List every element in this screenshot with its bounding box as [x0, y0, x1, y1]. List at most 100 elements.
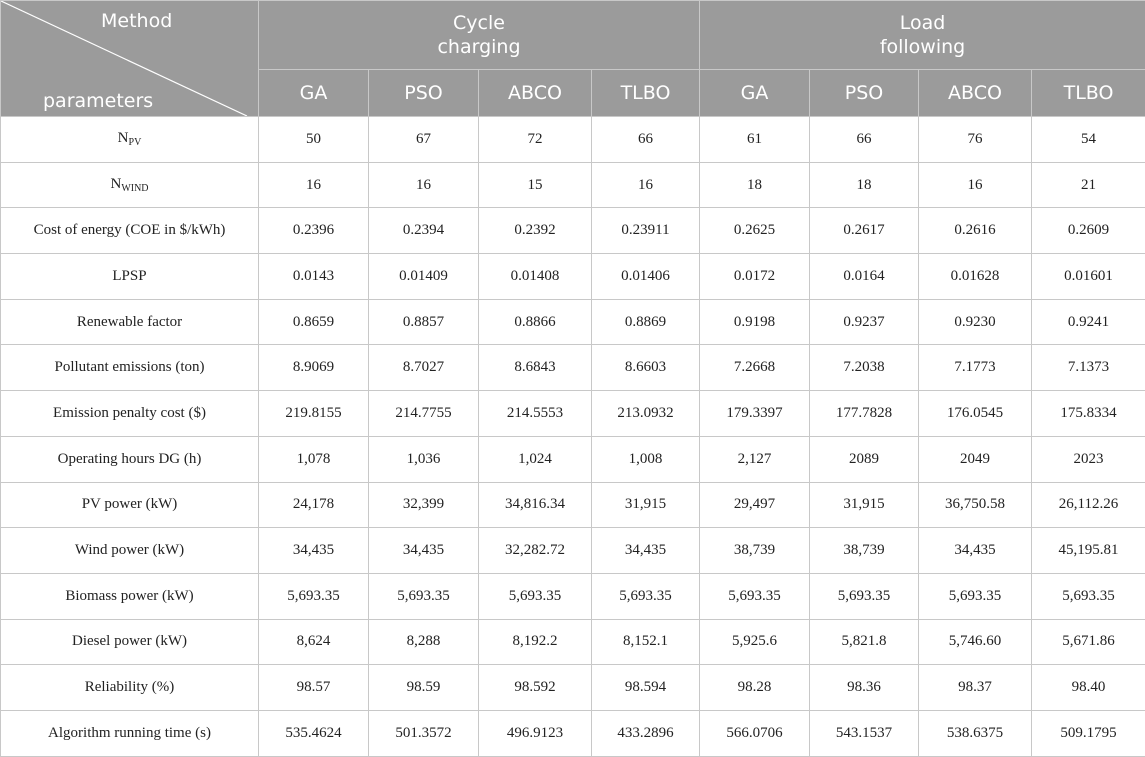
table-cell: 31,915 [810, 482, 919, 528]
algorithm-header: PSO [369, 70, 479, 117]
table-cell: 5,693.35 [810, 573, 919, 619]
table-cell: 76 [919, 117, 1032, 163]
table-cell: 24,178 [259, 482, 369, 528]
table-cell: 213.0932 [592, 391, 700, 437]
table-cell: 2023 [1032, 436, 1145, 482]
table-cell: 5,693.35 [700, 573, 810, 619]
parameter-label: PV power (kW) [1, 482, 259, 528]
table-cell: 8.7027 [369, 345, 479, 391]
table-cell: 0.2625 [700, 208, 810, 254]
parameter-label-text: Biomass power (kW) [65, 588, 193, 604]
table-cell: 21 [1032, 162, 1145, 208]
table-cell: 2049 [919, 436, 1032, 482]
table-cell: 433.2896 [592, 710, 700, 756]
table-cell: 16 [592, 162, 700, 208]
algorithm-header: PSO [810, 70, 919, 117]
table-cell: 0.0172 [700, 254, 810, 300]
table-cell: 18 [810, 162, 919, 208]
table-cell: 0.2617 [810, 208, 919, 254]
group-header-cycle-charging: Cycle charging [259, 1, 700, 70]
table-cell: 5,746.60 [919, 619, 1032, 665]
table-cell: 0.8659 [259, 299, 369, 345]
table-cell: 0.0164 [810, 254, 919, 300]
group-header-load-following: Load following [700, 1, 1145, 70]
table-cell: 0.9241 [1032, 299, 1145, 345]
parameter-label: Reliability (%) [1, 665, 259, 711]
parameter-label-text: Algorithm running time (s) [48, 725, 211, 741]
table-cell: 8,624 [259, 619, 369, 665]
table-cell: 98.28 [700, 665, 810, 711]
table-cell: 98.594 [592, 665, 700, 711]
table-cell: 7.2668 [700, 345, 810, 391]
table-cell: 0.9230 [919, 299, 1032, 345]
table-cell: 0.01408 [479, 254, 592, 300]
table-cell: 32,399 [369, 482, 479, 528]
table-cell: 98.40 [1032, 665, 1145, 711]
table-cell: 0.2616 [919, 208, 1032, 254]
method-label: Method [101, 9, 172, 33]
table-cell: 32,282.72 [479, 528, 592, 574]
table-cell: 0.2609 [1032, 208, 1145, 254]
parameter-label-subscript: WIND [121, 183, 148, 194]
table-cell: 538.6375 [919, 710, 1032, 756]
table-cell: 0.01409 [369, 254, 479, 300]
table-cell: 34,435 [592, 528, 700, 574]
algorithm-header: ABCO [479, 70, 592, 117]
table-cell: 5,693.35 [259, 573, 369, 619]
table-cell: 15 [479, 162, 592, 208]
table-cell: 543.1537 [810, 710, 919, 756]
table-cell: 214.5553 [479, 391, 592, 437]
table-cell: 5,693.35 [479, 573, 592, 619]
table-cell: 0.0143 [259, 254, 369, 300]
table-cell: 5,693.35 [1032, 573, 1145, 619]
algorithm-header: GA [700, 70, 810, 117]
table-cell: 98.59 [369, 665, 479, 711]
table-cell: 0.8866 [479, 299, 592, 345]
parameter-label-text: Reliability (%) [85, 679, 175, 695]
table-cell: 34,435 [369, 528, 479, 574]
table-cell: 0.8869 [592, 299, 700, 345]
parameter-label: NWIND [1, 162, 259, 208]
parameter-label-subscript: PV [129, 137, 142, 148]
table-cell: 0.01628 [919, 254, 1032, 300]
table-cell: 98.36 [810, 665, 919, 711]
table-cell: 34,435 [259, 528, 369, 574]
table-cell: 16 [369, 162, 479, 208]
table-cell: 31,915 [592, 482, 700, 528]
parameter-label: NPV [1, 117, 259, 163]
table-cell: 66 [592, 117, 700, 163]
parameter-label-text: PV power (kW) [82, 496, 178, 512]
table-cell: 5,821.8 [810, 619, 919, 665]
table-cell: 7.2038 [810, 345, 919, 391]
parameter-label: Cost of energy (COE in $/kWh) [1, 208, 259, 254]
table-cell: 0.2392 [479, 208, 592, 254]
parameter-label-text: Renewable factor [77, 314, 182, 330]
table-cell: 8,152.1 [592, 619, 700, 665]
group-title-line2: charging [437, 36, 520, 58]
table-cell: 8,288 [369, 619, 479, 665]
parameter-label-text: Wind power (kW) [75, 542, 184, 558]
table-cell: 16 [259, 162, 369, 208]
parameter-label-text: N [110, 176, 121, 192]
parameter-label-text: LPSP [112, 268, 146, 284]
table-cell: 7.1373 [1032, 345, 1145, 391]
table-cell: 5,693.35 [592, 573, 700, 619]
parameter-label-text: Operating hours DG (h) [58, 451, 202, 467]
table-cell: 8.9069 [259, 345, 369, 391]
table-cell: 8.6603 [592, 345, 700, 391]
table-cell: 61 [700, 117, 810, 163]
parameter-label-text: N [118, 130, 129, 146]
table-cell: 0.9198 [700, 299, 810, 345]
parameter-label-text: Cost of energy (COE in $/kWh) [34, 222, 226, 238]
table-cell: 2089 [810, 436, 919, 482]
table-cell: 34,435 [919, 528, 1032, 574]
table-cell: 219.8155 [259, 391, 369, 437]
parameter-label: Diesel power (kW) [1, 619, 259, 665]
table-cell: 36,750.58 [919, 482, 1032, 528]
table-cell: 50 [259, 117, 369, 163]
